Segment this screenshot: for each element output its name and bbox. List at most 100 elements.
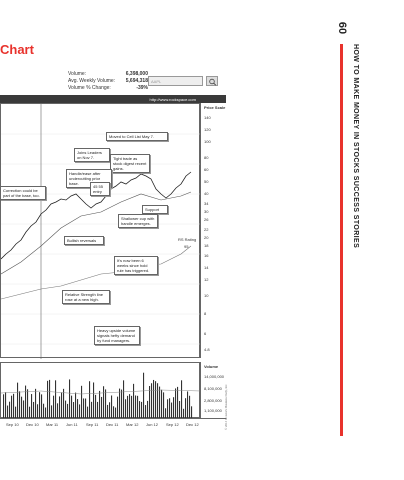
- volume-bar: [17, 382, 19, 419]
- callout-rs-line: Relative Strength line rose at a new hig…: [62, 290, 110, 304]
- volume-bar: [107, 404, 109, 419]
- volume-bar: [101, 396, 103, 419]
- moving-average-line: [1, 191, 192, 275]
- volume-label: Volume:: [68, 71, 87, 77]
- month-label: Dec 12: [186, 422, 199, 427]
- relative-strength-line: [1, 245, 192, 300]
- price-tick: 14: [204, 265, 209, 270]
- price-tick: 12: [204, 277, 209, 282]
- month-label: Dec 11: [106, 422, 119, 427]
- volume-bar: [67, 403, 69, 419]
- price-tick: 26: [204, 217, 209, 222]
- running-head-text: HOW TO MAKE MONEY IN STOCKS SUCCESS STOR…: [352, 44, 359, 249]
- volume-bar: [19, 391, 21, 419]
- volume-bar: [139, 401, 141, 419]
- price-tick: 120: [204, 127, 211, 132]
- volume-bar: [79, 404, 81, 419]
- month-label: Jun 12: [146, 422, 159, 427]
- volume-bar: [145, 405, 147, 419]
- volume-bar: [91, 401, 93, 419]
- volume-average-line: [1, 389, 201, 395]
- volume-bar: [13, 393, 15, 419]
- volume-bar: [65, 400, 67, 419]
- volume-bar: [157, 383, 159, 419]
- volume-bar: [181, 380, 183, 419]
- volume-bar: [77, 399, 79, 419]
- volume-bar: [61, 392, 63, 419]
- month-axis: Sep 10 Dec 10 Mar 11 Jun 11 Sep 11 Dec 1…: [0, 418, 226, 429]
- volume-change-label: Volume % Change:: [68, 85, 111, 91]
- volume-bar: [73, 402, 75, 419]
- volume-bar: [105, 389, 107, 419]
- volume-bar: [49, 379, 51, 419]
- avg-volume-value: 5,694,318: [125, 78, 148, 84]
- volume-bar: [97, 401, 99, 419]
- volume-bar: [27, 389, 29, 419]
- volume-bar: [159, 386, 161, 419]
- volume-bar: [165, 408, 167, 419]
- callout-new-base: It's now been 6 weeks since hold rule ha…: [114, 256, 158, 275]
- volume-bar: [25, 385, 27, 419]
- volume-bar: [45, 407, 47, 419]
- volume-bar: [59, 396, 61, 419]
- running-head: HOW TO MAKE MONEY IN STOCKS SUCCESS STOR…: [347, 44, 359, 264]
- volume-bars: [1, 372, 201, 419]
- price-scale: Price Scale 140 120 100 80 60 50 40 34 3…: [200, 103, 227, 358]
- rs-rating-value: 95: [184, 244, 189, 249]
- volume-bar: [63, 388, 65, 419]
- volume-bar: [141, 401, 143, 419]
- callout-shallow-cup: Shallower cup with handle emerges.: [118, 214, 158, 228]
- volume-bar: [133, 383, 135, 419]
- volume-bar: [155, 381, 157, 419]
- volume-bar: [121, 389, 123, 419]
- volume-bar: [75, 392, 77, 419]
- symbol-search-input[interactable]: AAPL: [148, 76, 203, 86]
- callout-support: Support: [142, 205, 168, 214]
- callout-bullish-reversals: Bullish reversals: [64, 236, 104, 245]
- volume-bar: [135, 395, 137, 419]
- volume-bar: [151, 383, 153, 419]
- volume-bar: [169, 398, 171, 419]
- margin-rule: [340, 44, 343, 436]
- volume-bar: [113, 406, 115, 419]
- volume-bar: [3, 394, 5, 419]
- volume-bar: [33, 401, 35, 419]
- month-label: Mar 12: [126, 422, 139, 427]
- volume-value: 6,398,000: [125, 71, 148, 77]
- search-button[interactable]: [206, 76, 218, 86]
- callout-entry: 45 55 entry: [90, 182, 110, 196]
- volume-bar: [23, 400, 25, 419]
- price-tick: 20: [204, 235, 209, 240]
- volume-bar: [143, 372, 145, 419]
- volume-bar: [99, 390, 101, 419]
- volume-bar: [89, 381, 91, 419]
- volume-bar: [137, 395, 139, 419]
- callout-moved-to-cell-list: Moved to Cell List May 7.: [106, 132, 168, 141]
- volume-bar: [37, 404, 39, 419]
- volume-bar: [83, 398, 85, 419]
- volume-bar: [115, 407, 117, 419]
- volume-tick: 2,800,000: [204, 398, 222, 403]
- price-tick: 34: [204, 201, 209, 206]
- price-tick: 50: [204, 179, 209, 184]
- price-tick: 80: [204, 155, 209, 160]
- price-scale-title: Price Scale: [204, 105, 226, 110]
- volume-bar: [161, 389, 163, 419]
- volume-tick: 1,100,000: [204, 408, 222, 413]
- volume-bar: [177, 386, 179, 419]
- volume-bar: [41, 394, 43, 419]
- search-icon: [209, 78, 217, 86]
- copyright: © 2013 Investor's Business Daily, Inc.: [224, 340, 232, 430]
- volume-tick: 8,100,000: [204, 386, 222, 391]
- volume-bar: [5, 392, 7, 419]
- callout-joins-leaders: Joins Leaders on Nov 7.: [74, 148, 110, 162]
- volume-bar: [127, 395, 129, 419]
- volume-bar: [21, 396, 23, 419]
- price-tick: 40: [204, 191, 209, 196]
- page-number: 60: [336, 21, 349, 35]
- month-label: Jun 11: [66, 422, 78, 427]
- volume-bar: [103, 386, 105, 419]
- volume-bar: [167, 399, 169, 419]
- volume-bar: [57, 403, 59, 419]
